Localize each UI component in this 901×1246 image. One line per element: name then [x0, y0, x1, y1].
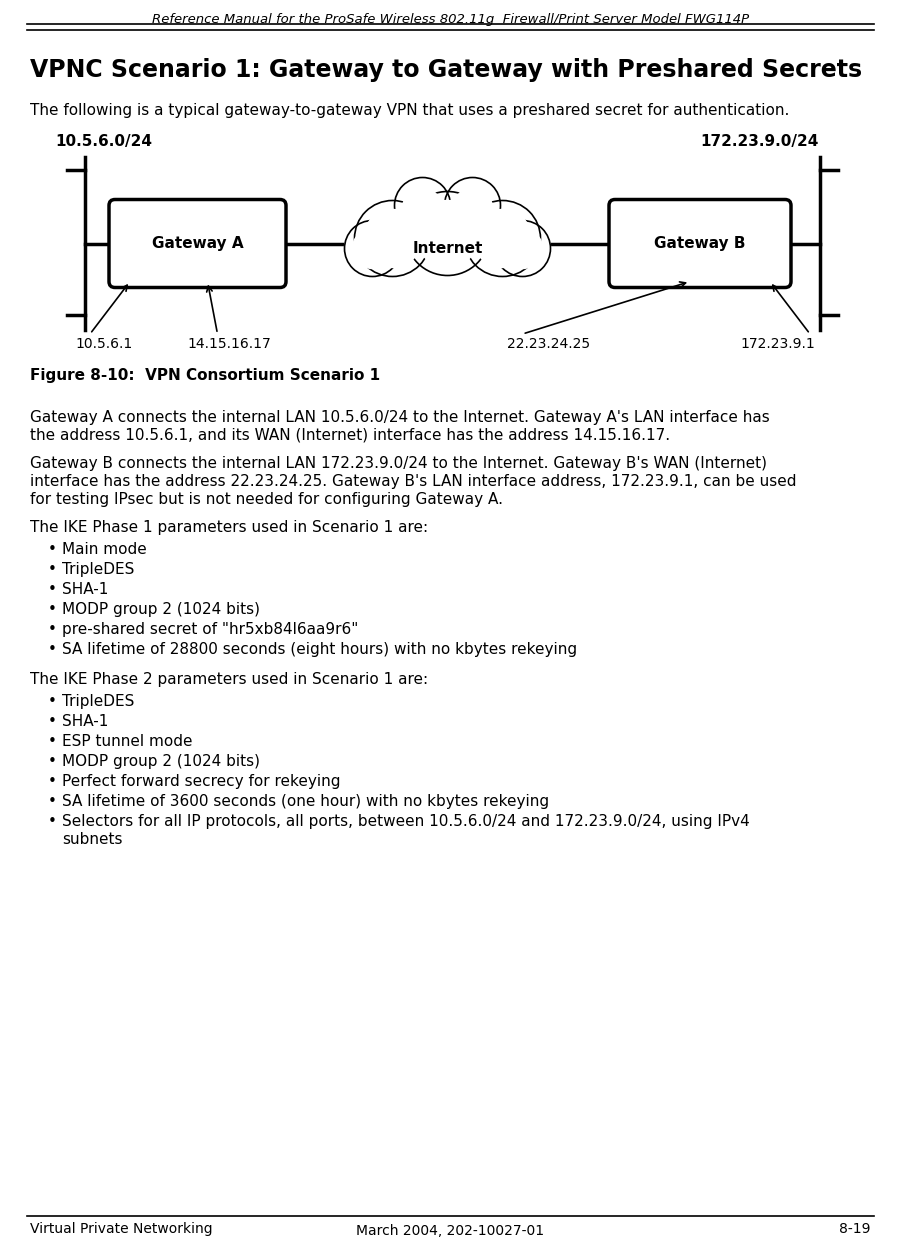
- Text: subnets: subnets: [62, 832, 123, 847]
- Text: Gateway A connects the internal LAN 10.5.6.0/24 to the Internet. Gateway A's LAN: Gateway A connects the internal LAN 10.5…: [30, 410, 769, 425]
- Circle shape: [344, 221, 401, 277]
- Text: Selectors for all IP protocols, all ports, between 10.5.6.0/24 and 172.23.9.0/24: Selectors for all IP protocols, all port…: [62, 814, 750, 829]
- Text: SA lifetime of 3600 seconds (one hour) with no kbytes rekeying: SA lifetime of 3600 seconds (one hour) w…: [62, 794, 549, 809]
- Text: MODP group 2 (1024 bits): MODP group 2 (1024 bits): [62, 602, 260, 617]
- Text: Virtual Private Networking: Virtual Private Networking: [30, 1222, 213, 1236]
- Text: The IKE Phase 2 parameters used in Scenario 1 are:: The IKE Phase 2 parameters used in Scena…: [30, 672, 428, 687]
- Text: TripleDES: TripleDES: [62, 694, 134, 709]
- FancyBboxPatch shape: [609, 199, 791, 288]
- Text: •: •: [48, 622, 57, 637]
- Text: •: •: [48, 794, 57, 809]
- Text: Gateway A: Gateway A: [151, 235, 243, 250]
- Circle shape: [354, 201, 431, 277]
- Text: Gateway B: Gateway B: [654, 235, 746, 250]
- Text: 10.5.6.0/24: 10.5.6.0/24: [55, 135, 152, 150]
- Circle shape: [363, 209, 422, 268]
- Text: Reference Manual for the ProSafe Wireless 802.11g  Firewall/Print Server Model F: Reference Manual for the ProSafe Wireles…: [152, 12, 749, 26]
- Text: 10.5.6.1: 10.5.6.1: [75, 336, 132, 351]
- Text: TripleDES: TripleDES: [62, 562, 134, 577]
- Circle shape: [403, 188, 442, 228]
- Circle shape: [352, 228, 393, 268]
- Text: March 2004, 202-10027-01: March 2004, 202-10027-01: [357, 1224, 544, 1239]
- Text: •: •: [48, 734, 57, 749]
- Text: 14.15.16.17: 14.15.16.17: [187, 336, 271, 351]
- Circle shape: [474, 209, 532, 268]
- Text: ESP tunnel mode: ESP tunnel mode: [62, 734, 193, 749]
- Text: 22.23.24.25: 22.23.24.25: [507, 336, 591, 351]
- Text: •: •: [48, 542, 57, 557]
- Text: •: •: [48, 814, 57, 829]
- Text: •: •: [48, 714, 57, 729]
- Text: VPNC Scenario 1: Gateway to Gateway with Preshared Secrets: VPNC Scenario 1: Gateway to Gateway with…: [30, 59, 862, 82]
- Text: •: •: [48, 582, 57, 597]
- Text: •: •: [48, 754, 57, 769]
- Text: 172.23.9.0/24: 172.23.9.0/24: [700, 135, 818, 150]
- Text: for testing IPsec but is not needed for configuring Gateway A.: for testing IPsec but is not needed for …: [30, 492, 503, 507]
- Text: Gateway B connects the internal LAN 172.23.9.0/24 to the Internet. Gateway B's W: Gateway B connects the internal LAN 172.…: [30, 456, 767, 471]
- Circle shape: [452, 188, 493, 228]
- Text: Perfect forward secrecy for rekeying: Perfect forward secrecy for rekeying: [62, 774, 341, 789]
- Text: interface has the address 22.23.24.25. Gateway B's LAN interface address, 172.23: interface has the address 22.23.24.25. G…: [30, 473, 796, 488]
- FancyBboxPatch shape: [109, 199, 286, 288]
- Text: 172.23.9.1: 172.23.9.1: [741, 336, 815, 351]
- Text: the address 10.5.6.1, and its WAN (Internet) interface has the address 14.15.16.: the address 10.5.6.1, and its WAN (Inter…: [30, 427, 670, 444]
- Text: SHA-1: SHA-1: [62, 582, 108, 597]
- Circle shape: [495, 221, 551, 277]
- Text: The IKE Phase 1 parameters used in Scenario 1 are:: The IKE Phase 1 parameters used in Scena…: [30, 520, 428, 535]
- Circle shape: [405, 192, 489, 275]
- Text: •: •: [48, 694, 57, 709]
- Text: pre-shared secret of "hr5xb84l6aa9r6": pre-shared secret of "hr5xb84l6aa9r6": [62, 622, 359, 637]
- Text: SA lifetime of 28800 seconds (eight hours) with no kbytes rekeying: SA lifetime of 28800 seconds (eight hour…: [62, 642, 578, 657]
- Circle shape: [444, 177, 500, 233]
- Text: 8-19: 8-19: [840, 1222, 871, 1236]
- Text: The following is a typical gateway-to-gateway VPN that uses a preshared secret f: The following is a typical gateway-to-ga…: [30, 103, 789, 118]
- Text: Main mode: Main mode: [62, 542, 147, 557]
- Text: MODP group 2 (1024 bits): MODP group 2 (1024 bits): [62, 754, 260, 769]
- Circle shape: [503, 228, 542, 268]
- Text: •: •: [48, 774, 57, 789]
- Circle shape: [414, 201, 480, 267]
- Circle shape: [395, 177, 450, 233]
- Circle shape: [465, 201, 541, 277]
- Text: SHA-1: SHA-1: [62, 714, 108, 729]
- Text: •: •: [48, 642, 57, 657]
- Text: •: •: [48, 602, 57, 617]
- Text: •: •: [48, 562, 57, 577]
- Text: Internet: Internet: [413, 240, 483, 255]
- Text: Figure 8-10:  VPN Consortium Scenario 1: Figure 8-10: VPN Consortium Scenario 1: [30, 368, 380, 383]
